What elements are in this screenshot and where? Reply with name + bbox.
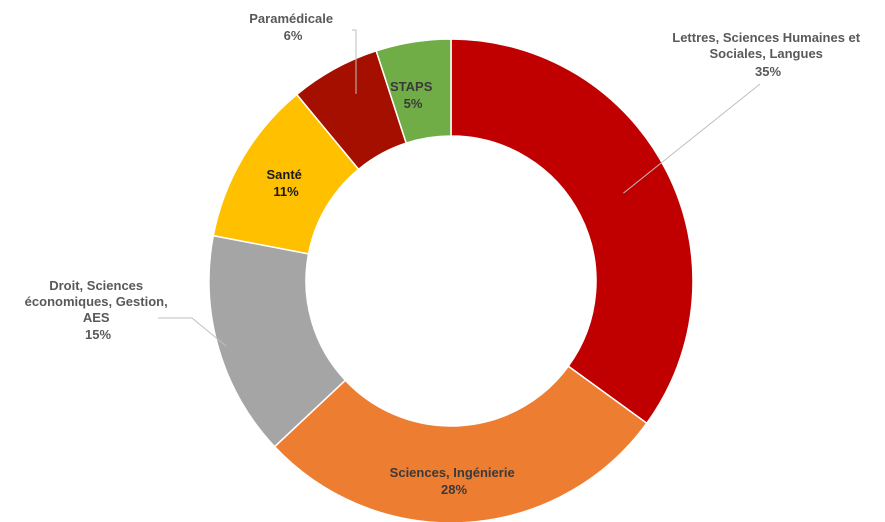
leader-line-lettres bbox=[623, 83, 761, 194]
slice-label-lettres: Lettres, Sciences Humaines et Sociales, … bbox=[672, 30, 863, 79]
leader-line-droit bbox=[158, 317, 227, 347]
slice-value-droit: 15% bbox=[85, 327, 111, 342]
slice-label-sciences: Sciences, Ingénierie 28% bbox=[390, 465, 519, 497]
donut-slice-lettres bbox=[450, 38, 694, 425]
leader-lines bbox=[158, 29, 761, 347]
donut-slice-sciences bbox=[273, 365, 648, 522]
slice-label-paramedicale: Paramédicale 6% bbox=[249, 11, 336, 43]
donut-slice-staps bbox=[375, 38, 452, 145]
slice-label-droit: Droit, Sciences économiques, Gestion, AE… bbox=[25, 278, 172, 342]
slice-value-sante: 11% bbox=[273, 184, 299, 199]
slices-group bbox=[208, 38, 694, 522]
leader-line-paramedicale bbox=[352, 29, 357, 94]
slice-value-lettres: 35% bbox=[755, 64, 781, 79]
slice-value-sciences: 28% bbox=[441, 482, 467, 497]
slice-value-staps: 5% bbox=[404, 96, 423, 111]
slice-label-staps: STAPS 5% bbox=[390, 79, 436, 111]
slice-value-paramedicale: 6% bbox=[284, 28, 303, 43]
slice-label-sante: Santé 11% bbox=[266, 167, 305, 199]
